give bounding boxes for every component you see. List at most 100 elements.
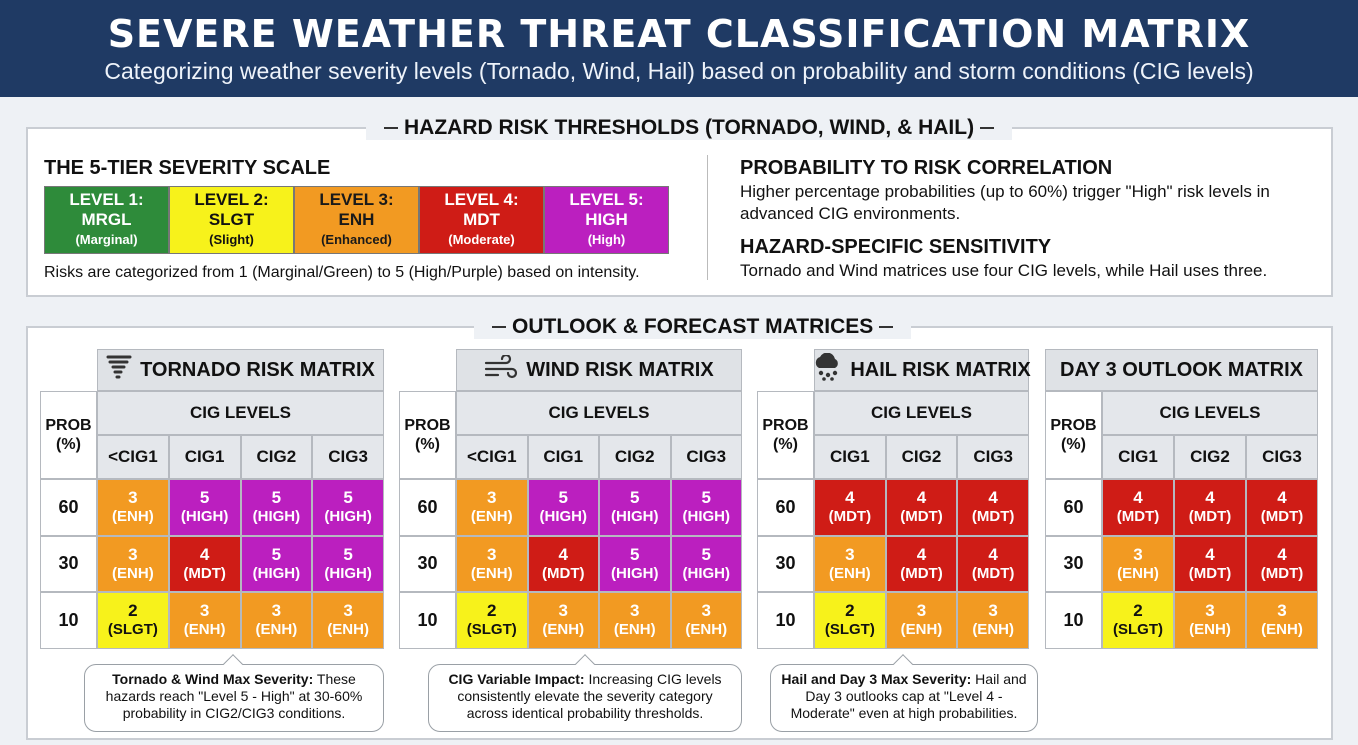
risk-level-label: (MDT): [1260, 564, 1304, 582]
risk-cell: 4 (MDT): [527, 535, 599, 592]
prob-header-line: PROB: [404, 417, 451, 434]
risk-level-number: 4: [988, 488, 998, 508]
risk-level-label: (ENH): [828, 564, 871, 582]
risk-level-number: 3: [1133, 544, 1143, 564]
callout-bold: Hail and Day 3 Max Severity:: [781, 671, 972, 687]
column-header: CIG3: [312, 435, 384, 479]
tornado-icon: [106, 353, 132, 387]
risk-cell: 5 (HIGH): [670, 535, 742, 592]
severity-level-line1: LEVEL 3:: [319, 190, 394, 209]
risk-cell: 3 (ENH): [168, 592, 241, 649]
risk-cell: 2 (SLGT): [97, 592, 169, 649]
severity-level-3: LEVEL 3: ENH (Enhanced): [294, 186, 419, 254]
probability-row-label: 30: [757, 535, 814, 592]
matrix-title: WIND RISK MATRIX: [456, 349, 742, 391]
probability-row-label: 10: [1045, 592, 1102, 649]
risk-level-number: 5: [199, 488, 210, 508]
severity-level-1: LEVEL 1: MRGL (Marginal): [44, 186, 169, 254]
risk-cell: 5 (HIGH): [527, 479, 599, 536]
cig-levels-header: CIG LEVELS: [1102, 391, 1318, 435]
risk-cell: 4 (MDT): [957, 479, 1029, 536]
risk-level-label: (ENH): [470, 508, 513, 526]
risk-level-number: 2: [1133, 601, 1143, 621]
risk-level-number: 2: [128, 601, 138, 621]
risk-level-number: 4: [916, 544, 927, 564]
prob-header-line: PROB: [1050, 417, 1097, 434]
probability-row-label: 10: [399, 592, 456, 649]
risk-cell: 3 (ENH): [97, 535, 169, 592]
prob-header-line: PROB: [45, 417, 92, 434]
risk-level-label: (HIGH): [324, 564, 372, 582]
severity-level-line1: LEVEL 2:: [194, 190, 269, 209]
risk-cell: 4 (MDT): [1174, 479, 1246, 536]
cig-levels-header: CIG LEVELS: [456, 391, 742, 435]
sensitivity-text: Tornado and Wind matrices use four CIG l…: [740, 261, 1268, 280]
risk-cell: 4 (MDT): [168, 535, 241, 592]
prob-header-line: (%): [415, 436, 440, 453]
column-header: CIG1: [168, 435, 241, 479]
risk-level-label: (ENH): [112, 508, 154, 526]
risk-level-label: (HIGH): [252, 508, 301, 526]
risk-level-label: (HIGH): [252, 564, 301, 582]
risk-level-label: (MDT): [1260, 508, 1304, 526]
risk-level-label: (MDT): [1116, 508, 1160, 526]
probability-row-label: 60: [757, 479, 814, 536]
risk-level-label: (ENH): [542, 621, 585, 639]
risk-level-label: (SLGT): [824, 621, 875, 639]
column-header: CIG2: [599, 435, 671, 479]
risk-level-number: 5: [630, 488, 640, 508]
risk-cell: 4 (MDT): [814, 479, 886, 536]
severity-level-4: LEVEL 4: MDT (Moderate): [419, 186, 544, 254]
risk-cell: 4 (MDT): [1246, 535, 1318, 592]
risk-cell: 5 (HIGH): [599, 535, 671, 592]
callout-text: These hazards reach "Level 5 - High" at …: [105, 671, 363, 721]
column-header: CIG1: [814, 435, 886, 479]
risk-level-number: 3: [1205, 601, 1215, 621]
risk-cell: 3 (ENH): [1174, 592, 1246, 649]
risk-level-number: 4: [199, 544, 210, 564]
risk-level-number: 5: [630, 544, 640, 564]
risk-matrix: TORNADO RISK MATRIX CIG LEVELS PROB (%) <CIG…: [40, 349, 384, 649]
severity-level-line3: (Moderate): [448, 232, 515, 247]
risk-cell: 3 (ENH): [885, 592, 958, 649]
risk-level-label: (ENH): [255, 621, 298, 639]
risk-level-label: (SLGT): [107, 621, 158, 639]
wind-icon: [484, 353, 518, 385]
column-header: CIG1: [1102, 435, 1174, 479]
risk-level-label: (MDT): [828, 508, 872, 526]
risk-matrix: HAIL RISK MATRIX CIG LEVELS PROB (%) CIG1 CIG…: [757, 349, 1031, 649]
prob-header: PROB (%): [40, 391, 97, 479]
risk-level-label: (SLGT): [466, 621, 517, 639]
risk-level-number: 3: [701, 601, 711, 621]
risk-level-label: (ENH): [470, 564, 513, 582]
callout-note: Hail and Day 3 Max Severity: Hail and Da…: [770, 664, 1038, 732]
risk-cell: 4 (MDT): [1102, 479, 1174, 536]
risk-cell: 3 (ENH): [599, 592, 671, 649]
probability-row-label: 60: [399, 479, 456, 536]
prob-header-line: (%): [1061, 436, 1086, 453]
severity-level-line2: MDT: [463, 210, 500, 229]
risk-cell: 2 (SLGT): [456, 592, 528, 649]
risk-cell: 3 (ENH): [527, 592, 599, 649]
severity-level-line3: (High): [587, 232, 626, 247]
matrix-title-text: DAY 3 OUTLOOK MATRIX: [1060, 358, 1303, 381]
risk-level-label: (ENH): [183, 621, 226, 639]
risk-level-number: 4: [1205, 488, 1215, 508]
column-header: <CIG1: [97, 435, 169, 479]
risk-level-number: 5: [343, 488, 353, 508]
risk-level-number: 2: [487, 601, 497, 621]
risk-level-number: 5: [558, 488, 568, 508]
risk-level-label: (HIGH): [682, 508, 731, 526]
risk-cell: 2 (SLGT): [1102, 592, 1174, 649]
risk-cell: 3 (ENH): [312, 592, 384, 649]
risk-level-label: (ENH): [112, 564, 154, 582]
callout-text: Hail and Day 3 outlooks cap at "Level 4 …: [790, 671, 1027, 721]
header-banner: SEVERE WEATHER THREAT CLASSIFICATION MAT…: [0, 0, 1358, 97]
probability-row-label: 30: [399, 535, 456, 592]
risk-cell: 5 (HIGH): [240, 535, 313, 592]
matrix-title: HAIL RISK MATRIX: [814, 349, 1031, 391]
risk-level-label: (MDT): [971, 564, 1015, 582]
risk-level-number: 4: [558, 544, 568, 564]
risk-level-label: (MDT): [900, 564, 943, 582]
prob-header: PROB (%): [399, 391, 456, 479]
